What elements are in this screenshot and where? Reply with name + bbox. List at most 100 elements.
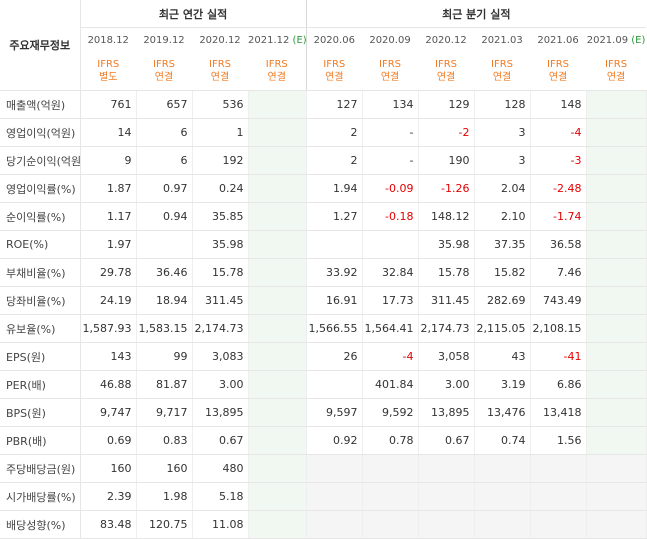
quarter-value-cell: 3 (474, 146, 531, 175)
quarter-value-cell: -0.09 (362, 174, 419, 203)
annual-value-cell: 657 (136, 90, 193, 119)
quarter-value-cell (362, 510, 419, 539)
quarter-value-cell (305, 230, 363, 259)
quarter-period-header: 2020.12 (418, 27, 475, 52)
quarter-value-cell: 16.91 (305, 286, 363, 315)
quarter-value-cell (586, 286, 647, 315)
annual-value-cell (248, 174, 307, 203)
annual-value-cell: 1,587.93 (80, 314, 137, 343)
annual-value-cell: 2.39 (80, 482, 137, 511)
quarter-value-cell (586, 146, 647, 175)
annual-value-cell: 13,895 (192, 398, 249, 427)
quarter-value-cell: -0.18 (362, 202, 419, 231)
quarter-value-cell (586, 426, 647, 455)
quarter-value-cell (305, 510, 363, 539)
quarter-value-cell: 0.67 (418, 426, 475, 455)
quarter-value-cell (474, 510, 531, 539)
ifrs-basis-label: IFRS 연결 (474, 52, 531, 91)
ifrs-basis-label: IFRS 연결 (362, 52, 419, 91)
table-row: 매출액(억원) 761 657 536 127 134 129 128 148 (0, 90, 647, 119)
annual-value-cell: 18.94 (136, 286, 193, 315)
quarter-value-cell: -1.26 (418, 174, 475, 203)
row-label: PBR(배) (0, 426, 81, 455)
quarter-value-cell: 743.49 (530, 286, 587, 315)
annual-value-cell: 192 (192, 146, 249, 175)
annual-value-cell (248, 90, 307, 119)
table-row: 영업이익률(%) 1.87 0.97 0.24 1.94 -0.09 -1.26 2.04 -2… (0, 174, 647, 203)
quarter-value-cell: 2.04 (474, 174, 531, 203)
annual-value-cell: 9,717 (136, 398, 193, 427)
quarter-value-cell (474, 454, 531, 483)
quarter-value-cell: 1.56 (530, 426, 587, 455)
quarter-value-cell (530, 482, 587, 511)
annual-value-cell: 160 (136, 454, 193, 483)
row-label: 영업이익률(%) (0, 174, 81, 203)
quarter-value-cell: 17.73 (362, 286, 419, 315)
quarter-value-cell: 2,108.15 (530, 314, 587, 343)
quarter-value-cell (362, 230, 419, 259)
annual-value-cell: 160 (80, 454, 137, 483)
quarter-value-cell (586, 398, 647, 427)
quarter-value-cell: 15.82 (474, 258, 531, 287)
annual-value-cell: 0.67 (192, 426, 249, 455)
annual-period-header: 2021.12 (E) (248, 27, 307, 52)
annual-value-cell: 536 (192, 90, 249, 119)
quarter-value-cell: 3.19 (474, 370, 531, 399)
quarter-value-cell (530, 454, 587, 483)
quarter-value-cell (586, 482, 647, 511)
quarter-value-cell: -1.74 (530, 202, 587, 231)
quarter-value-cell: 36.58 (530, 230, 587, 259)
quarter-value-cell: 401.84 (362, 370, 419, 399)
ifrs-basis-label: IFRS 연결 (248, 52, 307, 91)
quarter-value-cell: 13,418 (530, 398, 587, 427)
annual-value-cell: 1.17 (80, 202, 137, 231)
annual-value-cell (248, 314, 307, 343)
row-label: BPS(원) (0, 398, 81, 427)
ifrs-basis-label: IFRS 연결 (530, 52, 587, 91)
annual-period-header: 2019.12 (136, 27, 192, 52)
table-row: ROE(%) 1.97 35.98 35.98 37.35 36.58 (0, 230, 647, 259)
annual-value-cell (248, 258, 307, 287)
estimate-marker: (E) (292, 34, 307, 46)
quarter-value-cell: -2 (418, 118, 475, 147)
row-label: 시가배당률(%) (0, 482, 81, 511)
quarter-value-cell: 13,895 (418, 398, 475, 427)
annual-value-cell: 24.19 (80, 286, 137, 315)
quarter-value-cell (362, 482, 419, 511)
annual-value-cell: 120.75 (136, 510, 193, 539)
quarter-value-cell: 311.45 (418, 286, 475, 315)
ifrs-basis-label: IFRS 연결 (305, 52, 363, 91)
quarter-value-cell: 0.78 (362, 426, 419, 455)
annual-value-cell: 0.97 (136, 174, 193, 203)
annual-value-cell: 35.98 (192, 230, 249, 259)
row-label: 영업이익(억원) (0, 118, 81, 147)
quarter-value-cell: 129 (418, 90, 475, 119)
table-row: 영업이익(억원) 14 6 1 2- -2 3 -4 (0, 118, 647, 147)
annual-value-cell: 1.98 (136, 482, 193, 511)
quarter-value-cell (586, 230, 647, 259)
annual-value-cell (248, 426, 307, 455)
ifrs-basis-label: IFRS 별도 (80, 52, 136, 91)
table-row: EPS(원) 143 99 3,083 26 -4 3,058 43 -41 (0, 342, 647, 371)
annual-value-cell: 46.88 (80, 370, 137, 399)
table-row: 유보율(%) 1,587.93 1,583.15 2,174.73 1,566.55 1,… (0, 314, 647, 343)
row-label: 매출액(억원) (0, 90, 81, 119)
quarter-value-cell: -4 (530, 118, 587, 147)
row-label: 유보율(%) (0, 314, 81, 343)
annual-value-cell: 311.45 (192, 286, 249, 315)
quarter-value-cell: 0.92 (305, 426, 363, 455)
annual-value-cell (248, 370, 307, 399)
annual-value-cell: 0.24 (192, 174, 249, 203)
table-row: 시가배당률(%) 2.39 1.98 5.18 (0, 482, 647, 511)
quarter-value-cell (586, 202, 647, 231)
quarter-value-cell: 32.84 (362, 258, 419, 287)
quarter-value-cell: 15.78 (418, 258, 475, 287)
quarter-value-cell: -41 (530, 342, 587, 371)
row-label: PER(배) (0, 370, 81, 399)
quarter-value-cell: 43 (474, 342, 531, 371)
annual-value-cell (248, 398, 307, 427)
annual-value-cell (248, 202, 307, 231)
annual-period-header: 2018.12 (80, 27, 136, 52)
quarter-value-cell: - (362, 146, 419, 175)
quarter-value-cell (530, 510, 587, 539)
